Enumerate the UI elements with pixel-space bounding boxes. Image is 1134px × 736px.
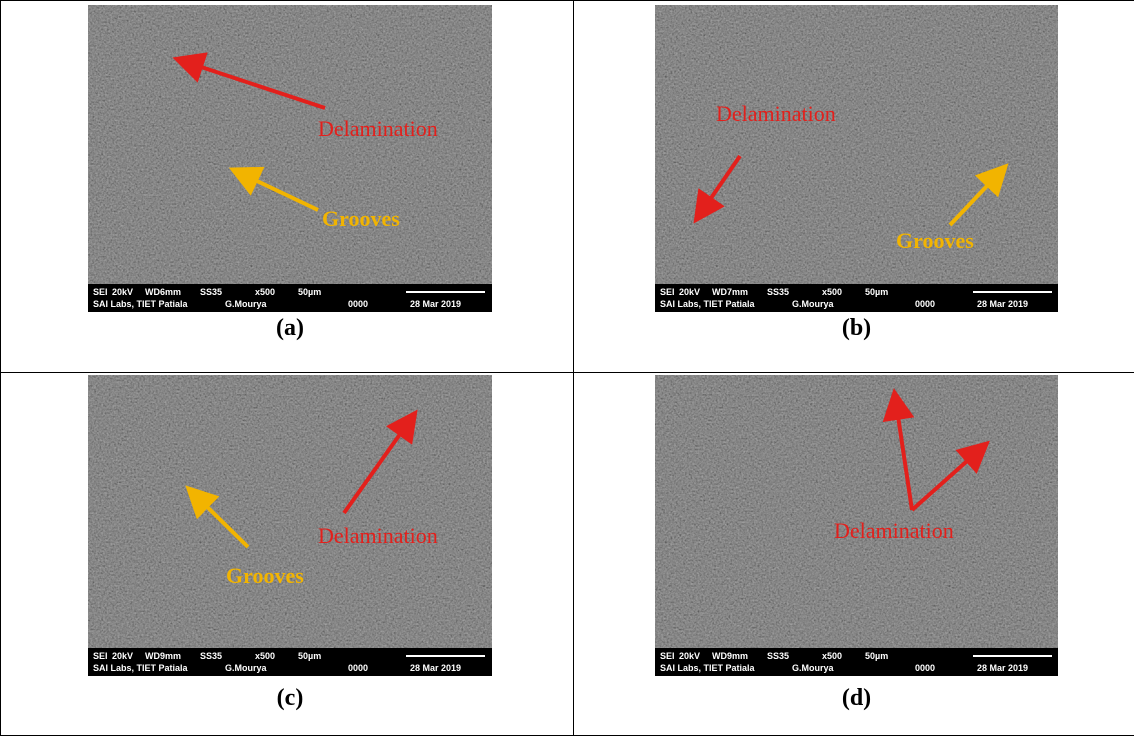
databar-field: 50µm: [865, 287, 888, 297]
sem-texture: [655, 5, 1058, 284]
databar-field: 20kV: [112, 651, 133, 661]
databar-field: x500: [255, 287, 275, 297]
databar-field: G.Mourya: [792, 663, 835, 673]
databar-field: WD9mm: [712, 651, 748, 661]
databar-field: x500: [822, 651, 842, 661]
annotation: Delamination: [318, 523, 438, 548]
databar-field: 20kV: [679, 651, 700, 661]
sem-panel: SEI 20kV WD7mm SS35 x500 50µm SAI Labs, TIET P…: [655, 5, 1058, 341]
databar-field: 50µm: [865, 651, 888, 661]
databar-field: G.Mourya: [792, 299, 835, 309]
panel-label: (a): [276, 315, 304, 341]
databar-field: 50µm: [298, 651, 321, 661]
databar-field: 20kV: [679, 287, 700, 297]
panel-label: (c): [277, 685, 304, 711]
databar-field: x500: [255, 651, 275, 661]
databar-field: 28 Mar 2019: [977, 299, 1028, 309]
annotation: Delamination: [834, 518, 954, 543]
databar-field: 0000: [348, 299, 368, 309]
annotation: Grooves: [322, 206, 400, 231]
annotation: Delamination: [716, 101, 836, 126]
databar-field: 0000: [915, 663, 935, 673]
databar-field: x500: [822, 287, 842, 297]
databar-field: SAI Labs, TIET Patiala: [660, 663, 756, 673]
sem-panel: SEI 20kV WD9mm SS35 x500 50µm SAI Labs, TIET P…: [655, 375, 1058, 711]
databar-field: SAI Labs, TIET Patiala: [93, 299, 189, 309]
databar-field: 28 Mar 2019: [410, 663, 461, 673]
figure: SEI 20kV WD6mm SS35 x500 50µm SAI Labs, TIET P…: [0, 0, 1134, 736]
sem-texture: [88, 375, 492, 648]
databar-field: SS35: [767, 287, 789, 297]
databar-field: 0000: [348, 663, 368, 673]
databar-field: WD7mm: [712, 287, 748, 297]
panel-label: (d): [842, 685, 871, 711]
databar-field: SAI Labs, TIET Patiala: [93, 663, 189, 673]
databar-field: SEI: [660, 651, 675, 661]
databar-field: 28 Mar 2019: [977, 663, 1028, 673]
databar-field: SS35: [767, 651, 789, 661]
databar-field: G.Mourya: [225, 663, 268, 673]
databar-field: G.Mourya: [225, 299, 268, 309]
sem-texture: [88, 5, 492, 284]
databar-field: 50µm: [298, 287, 321, 297]
annotation: Grooves: [896, 228, 974, 253]
databar-field: SEI: [93, 287, 108, 297]
databar-field: WD9mm: [145, 651, 181, 661]
databar-field: WD6mm: [145, 287, 181, 297]
sem-texture: [655, 375, 1058, 648]
databar-field: 0000: [915, 299, 935, 309]
databar-field: SEI: [93, 651, 108, 661]
databar-field: 20kV: [112, 287, 133, 297]
annotation: Delamination: [318, 116, 438, 141]
databar-field: SS35: [200, 287, 222, 297]
panel-label: (b): [842, 315, 871, 341]
databar-field: SS35: [200, 651, 222, 661]
sem-panel: SEI 20kV WD6mm SS35 x500 50µm SAI Labs, TIET P…: [88, 5, 492, 341]
annotation: Grooves: [226, 563, 304, 588]
databar-field: SAI Labs, TIET Patiala: [660, 299, 756, 309]
sem-panel: SEI 20kV WD9mm SS35 x500 50µm SAI Labs, TIET P…: [88, 375, 492, 711]
databar-field: 28 Mar 2019: [410, 299, 461, 309]
databar-field: SEI: [660, 287, 675, 297]
